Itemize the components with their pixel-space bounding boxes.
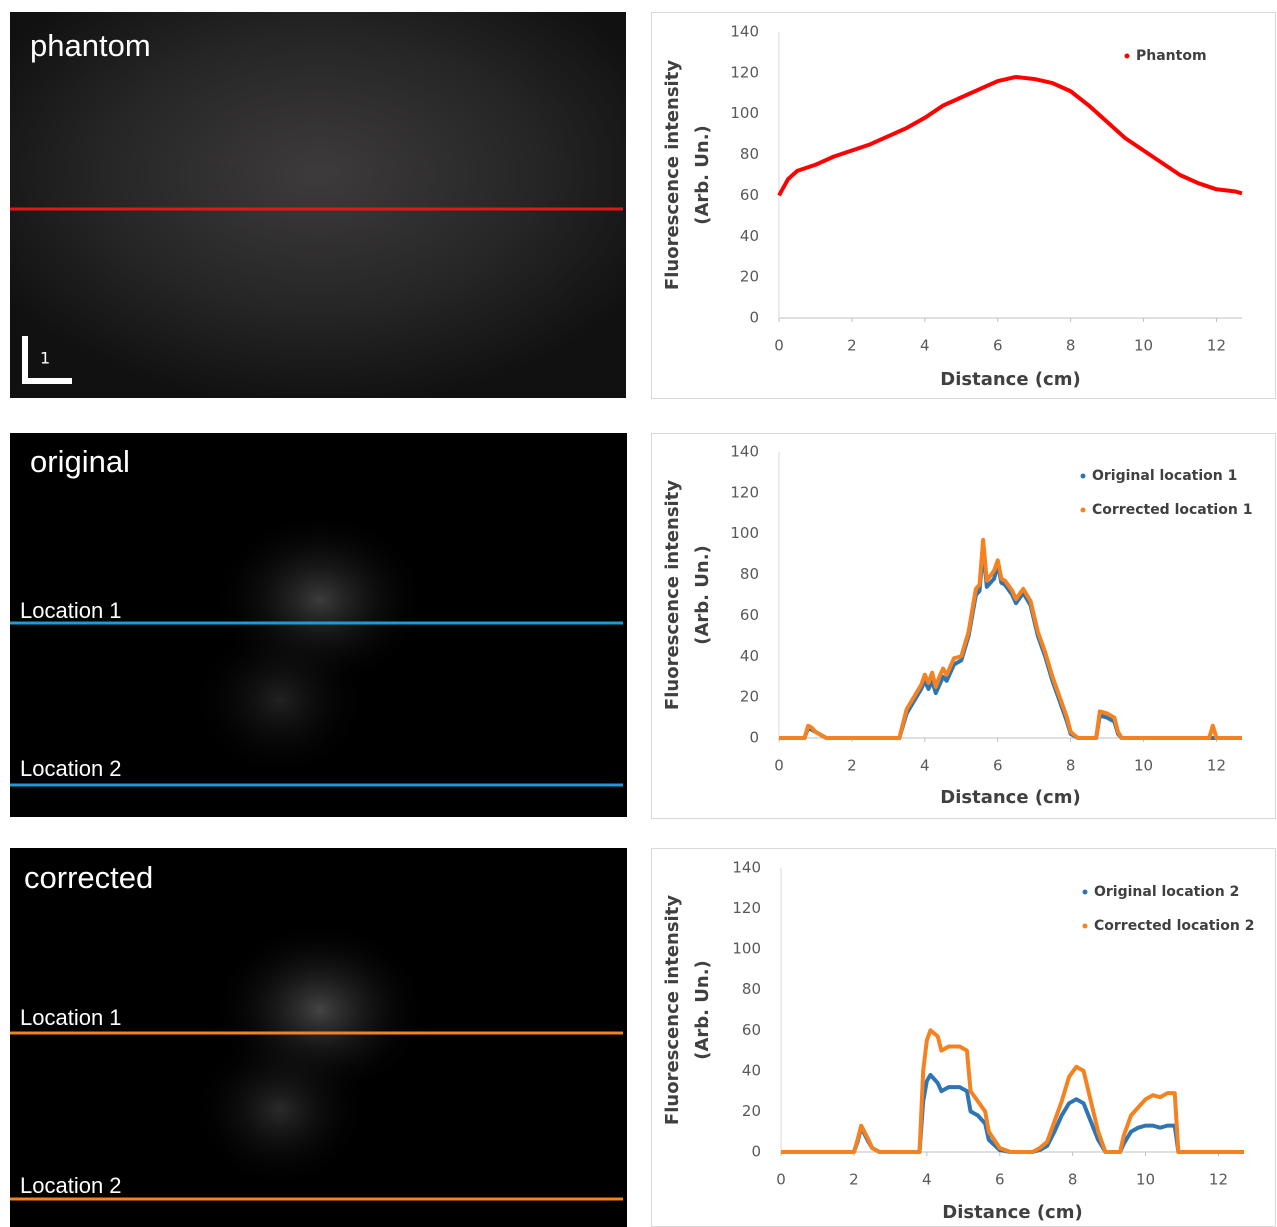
- legend-label: Original location 1: [1092, 468, 1237, 484]
- x-axis-label: Distance (cm): [942, 1202, 1082, 1223]
- legend-marker: [1081, 474, 1086, 479]
- x-tick-label: 6: [993, 337, 1003, 355]
- image-title: phantom: [30, 28, 151, 63]
- legend-marker: [1081, 508, 1086, 513]
- x-tick-label: 6: [995, 1171, 1005, 1189]
- phantom-image: [10, 12, 626, 398]
- tissue: [190, 1030, 370, 1190]
- x-tick-label: 4: [920, 757, 930, 775]
- y-tick-label: 120: [730, 483, 759, 501]
- image-title: corrected: [24, 860, 153, 895]
- location-label: Location 1: [20, 598, 122, 623]
- y-tick-label: 0: [749, 729, 759, 747]
- y-tick-label: 100: [730, 524, 759, 542]
- y-tick-label: 40: [740, 227, 759, 245]
- y-tick-label: 100: [732, 940, 761, 958]
- location-label: Location 1: [20, 1005, 122, 1030]
- legend-label: Original location 2: [1094, 884, 1239, 900]
- x-tick-label: 0: [774, 337, 784, 355]
- legend-marker: [1083, 924, 1088, 929]
- image-title: original: [30, 444, 130, 479]
- scale-label: 1: [40, 349, 50, 368]
- x-axis-label: Distance (cm): [940, 787, 1080, 808]
- location-label: Location 2: [20, 1173, 122, 1198]
- y-tick-label: 0: [751, 1143, 761, 1161]
- y-tick-label: 120: [730, 63, 759, 81]
- y-axis-label: Fluorescence intensity: [662, 480, 683, 710]
- x-tick-label: 2: [849, 1171, 859, 1189]
- y-tick-label: 40: [740, 647, 759, 665]
- x-tick-label: 4: [922, 1171, 932, 1189]
- x-tick-label: 12: [1209, 1171, 1228, 1189]
- legend-marker: [1083, 890, 1088, 895]
- y-tick-label: 20: [742, 1102, 761, 1120]
- legend-label: Corrected location 1: [1092, 502, 1252, 518]
- y-tick-label: 0: [749, 309, 759, 327]
- x-tick-label: 12: [1207, 757, 1226, 775]
- y-tick-label: 60: [742, 1021, 761, 1039]
- figure: phantom 1 original Location 1 Location 2…: [0, 0, 1277, 1227]
- x-tick-label: 0: [774, 757, 784, 775]
- y-axis-label: (Arb. Un.): [692, 960, 713, 1060]
- x-axis-label: Distance (cm): [940, 369, 1080, 390]
- y-tick-label: 120: [732, 899, 761, 917]
- y-tick-label: 80: [740, 565, 759, 583]
- x-tick-label: 10: [1134, 337, 1153, 355]
- legend-marker: [1125, 54, 1130, 59]
- y-tick-label: 60: [740, 186, 759, 204]
- x-tick-label: 10: [1136, 1171, 1155, 1189]
- y-tick-label: 80: [740, 145, 759, 163]
- x-tick-label: 8: [1066, 337, 1076, 355]
- y-axis-label: (Arb. Un.): [692, 545, 713, 645]
- x-tick-label: 4: [920, 337, 930, 355]
- y-tick-label: 100: [730, 104, 759, 122]
- y-tick-label: 140: [732, 859, 761, 877]
- y-tick-label: 80: [742, 980, 761, 998]
- x-tick-label: 8: [1066, 757, 1076, 775]
- y-tick-label: 140: [730, 443, 759, 461]
- x-tick-label: 12: [1207, 337, 1226, 355]
- tissue: [190, 620, 370, 780]
- y-axis-label: Fluorescence intensity: [662, 895, 683, 1125]
- page: {"images": [ {"title": "phantom", "scale…: [0, 0, 1277, 1227]
- x-tick-label: 6: [993, 757, 1003, 775]
- legend-label: Phantom: [1136, 48, 1207, 64]
- x-tick-label: 8: [1068, 1171, 1078, 1189]
- y-axis-label: (Arb. Un.): [692, 125, 713, 225]
- x-tick-label: 0: [776, 1171, 786, 1189]
- y-tick-label: 40: [742, 1061, 761, 1079]
- x-tick-label: 2: [847, 757, 857, 775]
- location-label: Location 2: [20, 756, 122, 781]
- y-tick-label: 140: [730, 23, 759, 41]
- legend-label: Corrected location 2: [1094, 918, 1254, 934]
- y-tick-label: 20: [740, 268, 759, 286]
- y-tick-label: 20: [740, 688, 759, 706]
- y-tick-label: 60: [740, 606, 759, 624]
- x-tick-label: 2: [847, 337, 857, 355]
- y-axis-label: Fluorescence intensity: [662, 60, 683, 290]
- x-tick-label: 10: [1134, 757, 1153, 775]
